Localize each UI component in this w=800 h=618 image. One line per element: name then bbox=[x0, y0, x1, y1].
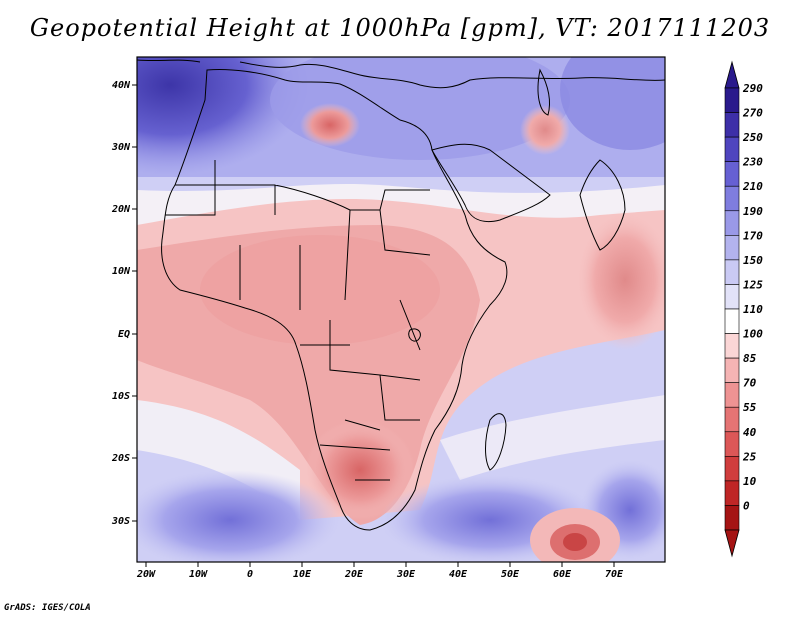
colorbar-swatch bbox=[724, 456, 740, 482]
lon-label-50e: 50E bbox=[501, 569, 520, 580]
colorbar-swatch bbox=[724, 357, 740, 383]
lat-label-10n: 10N bbox=[112, 266, 131, 277]
lon-label-40e: 40E bbox=[449, 569, 468, 580]
colorbar-bottom-arrow bbox=[724, 529, 740, 558]
colorbar-swatch bbox=[724, 382, 740, 408]
lat-label-20s: 20S bbox=[111, 453, 130, 464]
colorbar-label: 250 bbox=[742, 131, 763, 144]
coastline bbox=[137, 59, 665, 531]
colorbar: 2902702502302101901701501251101008570554… bbox=[724, 60, 763, 558]
colorbar-swatch bbox=[724, 505, 740, 531]
colorbar-label: 150 bbox=[743, 254, 763, 267]
colorbar-label: 70 bbox=[743, 377, 757, 390]
colorbar-label: 25 bbox=[742, 450, 757, 463]
lon-label-70e: 70E bbox=[605, 569, 624, 580]
lat-ticks bbox=[132, 84, 137, 522]
colorbar-swatch bbox=[724, 185, 740, 212]
lon-label-10w: 10W bbox=[189, 569, 208, 580]
lon-ticks bbox=[145, 562, 615, 567]
colorbar-label: 170 bbox=[743, 229, 763, 242]
colorbar-label: 55 bbox=[743, 401, 757, 414]
colorbar-swatch bbox=[724, 431, 740, 457]
credit-text: GrADS: IGES/COLA bbox=[4, 603, 91, 613]
height-field bbox=[137, 57, 665, 562]
lon-label-30e: 30E bbox=[396, 569, 416, 580]
lat-labels: 40N 30N 20N 10N EQ 10S 20S 30S bbox=[111, 80, 131, 527]
colorbar-swatch bbox=[724, 235, 740, 261]
colorbar-swatch bbox=[724, 210, 740, 236]
colorbar-label: 190 bbox=[743, 205, 763, 218]
colorbar-label: 210 bbox=[742, 180, 763, 193]
colorbar-swatch bbox=[724, 112, 740, 138]
colorbar-swatch bbox=[724, 284, 740, 310]
lat-label-eq: EQ bbox=[118, 329, 130, 340]
lon-label-60e: 60E bbox=[553, 569, 572, 580]
colorbar-label: 270 bbox=[742, 107, 763, 120]
lon-label-0: 0 bbox=[247, 569, 253, 580]
colorbar-swatch bbox=[724, 406, 740, 433]
lon-label-20e: 20E bbox=[344, 569, 364, 580]
lat-label-40n: 40N bbox=[112, 80, 131, 91]
lat-label-30s: 30S bbox=[111, 516, 130, 527]
colorbar-label: 100 bbox=[743, 328, 763, 341]
colorbar-label: 290 bbox=[742, 82, 763, 95]
colorbar-label: 40 bbox=[743, 426, 757, 439]
lon-label-20w: 20W bbox=[136, 569, 156, 580]
colorbar-label: 85 bbox=[743, 352, 757, 365]
lat-label-30n: 30N bbox=[111, 142, 131, 153]
lon-label-10e: 10E bbox=[293, 569, 312, 580]
colorbar-label: 0 bbox=[743, 499, 750, 512]
colorbar-label: 230 bbox=[742, 156, 763, 169]
colorbar-label: 110 bbox=[743, 303, 763, 316]
colorbar-swatch bbox=[724, 87, 740, 113]
colorbar-swatch bbox=[724, 161, 740, 187]
colorbar-swatch bbox=[724, 308, 740, 334]
colorbar-swatch bbox=[724, 333, 740, 359]
colorbar-label: 10 bbox=[743, 475, 757, 488]
chart-title: Geopotential Height at 1000hPa [gpm], VT… bbox=[29, 14, 771, 42]
lat-label-10s: 10S bbox=[112, 391, 130, 402]
lon-labels: 20W 10W 0 10E 20E 30E 40E 50E 60E 70E bbox=[136, 569, 624, 580]
colorbar-swatch bbox=[724, 480, 740, 506]
colorbar-top-arrow bbox=[724, 60, 740, 89]
colorbar-swatch bbox=[724, 259, 740, 285]
map-frame bbox=[136, 56, 666, 563]
colorbar-label: 125 bbox=[743, 278, 763, 291]
colorbar-swatch bbox=[724, 136, 740, 162]
lat-label-20n: 20N bbox=[111, 204, 131, 215]
